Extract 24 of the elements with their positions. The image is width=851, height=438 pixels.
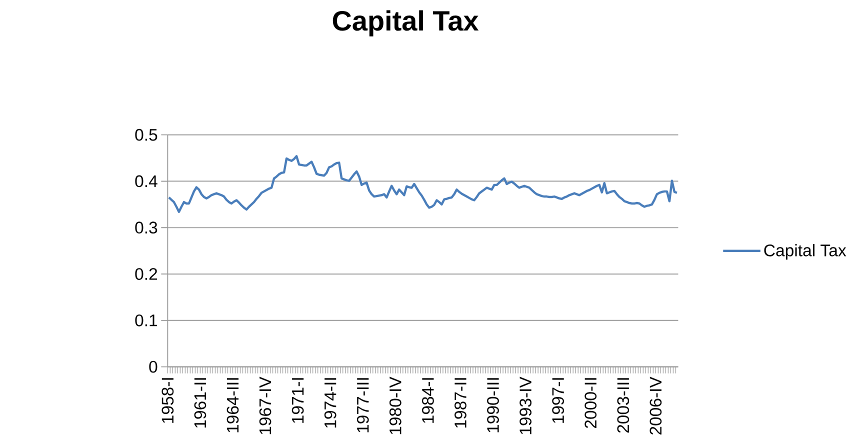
y-tick-label: 0.1	[135, 314, 158, 326]
y-tick-label: 0.5	[135, 128, 158, 141]
x-tick-label: 1961-II	[194, 378, 206, 428]
x-tick-label: 1987-II	[454, 378, 466, 428]
y-tick-label: 0.4	[135, 175, 158, 187]
x-tick-label: 1993-IV	[520, 376, 532, 434]
x-tick-label: 1964-III	[226, 378, 239, 432]
legend-label: Capital Tax	[764, 244, 846, 260]
x-tick-label: 1974-II	[324, 378, 336, 428]
x-tick-label: 1990-III	[487, 378, 499, 432]
x-tick-label: 2003-III	[617, 378, 630, 432]
y-tick-label: 0.2	[135, 268, 158, 280]
x-tick-label: 2006-IV	[650, 376, 662, 434]
x-tick-label: 1997-I	[552, 378, 564, 423]
y-tick-label: 0.3	[135, 221, 158, 234]
x-tick-label: 1980-IV	[389, 376, 402, 434]
x-tick-label: 1971-I	[292, 378, 304, 423]
x-tick-label: 2000-II	[584, 378, 597, 428]
y-tick-label: 0	[149, 360, 158, 373]
x-tick-label: 1984-I	[422, 378, 434, 423]
x-tick-label: 1958-I	[162, 378, 174, 423]
x-tick-label: 1967-IV	[259, 376, 272, 434]
x-tick-label: 1977-III	[356, 378, 369, 432]
chart-title: Capital Tax	[332, 10, 479, 36]
